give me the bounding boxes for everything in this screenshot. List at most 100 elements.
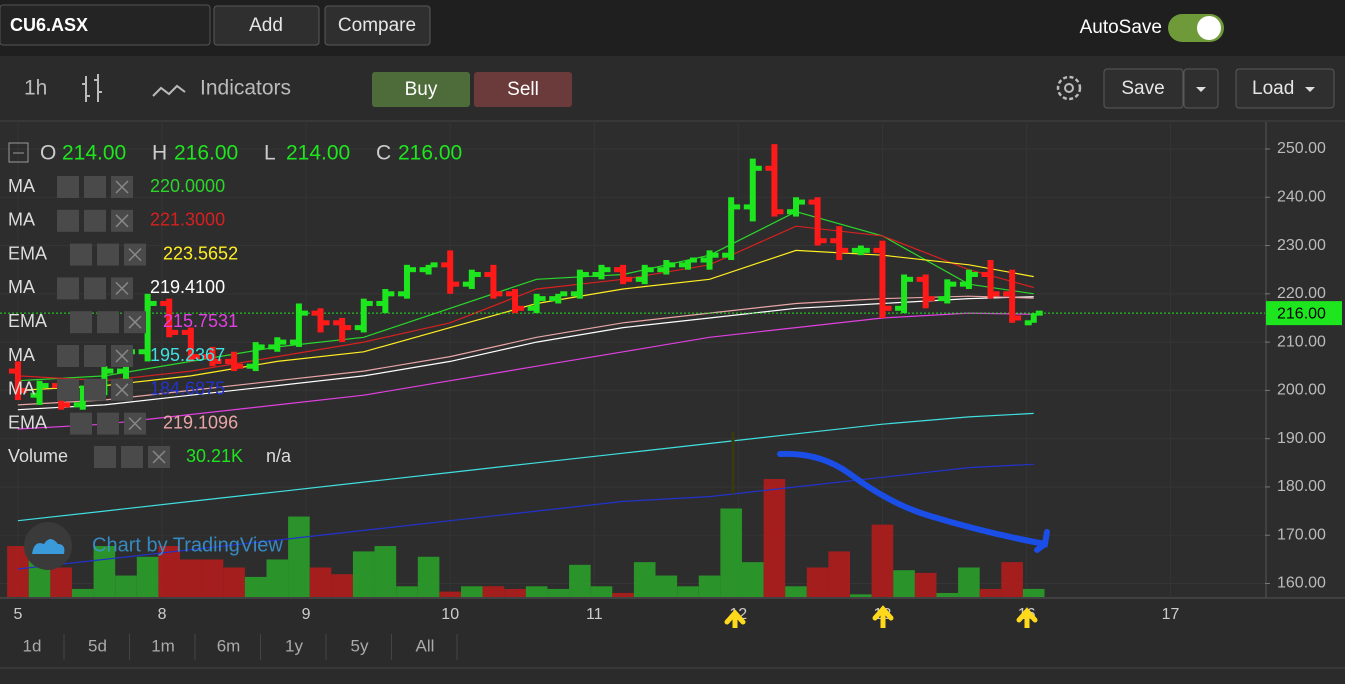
bar-open (30, 392, 38, 398)
volume-bar (612, 592, 634, 597)
volume-bar (720, 508, 742, 597)
ohlc-value: 216.00 (174, 142, 238, 165)
bar-open (117, 368, 125, 374)
legend-icon[interactable] (57, 277, 79, 300)
bar-close (603, 267, 611, 273)
symbol-input[interactable] (0, 4, 211, 46)
save-button[interactable] (1103, 68, 1184, 109)
compare-button[interactable] (324, 5, 431, 46)
volume-bar (763, 479, 786, 597)
bar-close (992, 291, 1000, 297)
legend-icon[interactable] (84, 277, 106, 300)
bar-open (289, 339, 297, 345)
bar-range (490, 264, 497, 299)
bar-close (322, 320, 330, 326)
bar-close (819, 238, 827, 244)
close-icon (128, 417, 142, 431)
bar-range (663, 260, 670, 275)
legend-icon[interactable] (84, 345, 106, 367)
bar-range (1009, 269, 1016, 323)
range-button[interactable]: All (416, 636, 435, 655)
bar-range (447, 250, 454, 294)
y-tick-label: 170.00 (1277, 526, 1326, 543)
legend-value: 219.1096 (163, 412, 238, 432)
volume-bar (936, 592, 959, 597)
interval[interactable]: 1h (24, 77, 47, 100)
settings-icon[interactable] (1056, 75, 1082, 101)
close-icon (128, 315, 142, 329)
bar-range (684, 260, 691, 270)
buy-label: Buy (405, 79, 438, 100)
bar-close (625, 276, 633, 282)
toggle-knob (1197, 16, 1221, 40)
range-button[interactable]: 1d (23, 636, 42, 655)
volume-bar (396, 586, 418, 597)
bar-close (408, 267, 416, 273)
legend-icon[interactable] (70, 412, 92, 435)
bar-range (1030, 313, 1037, 323)
y-tick-label: 240.00 (1277, 188, 1326, 205)
legend-icon[interactable] (121, 446, 143, 468)
range-button[interactable]: 5y (351, 636, 369, 655)
legend-icon[interactable] (57, 176, 79, 198)
bar-open (181, 329, 189, 335)
buy-button[interactable] (372, 72, 470, 107)
legend-icon[interactable] (57, 345, 79, 367)
close-icon (115, 180, 129, 194)
bar-close (668, 262, 676, 268)
bar-range (814, 197, 821, 246)
bar-type-icon[interactable] (82, 74, 102, 102)
legend-icon[interactable] (84, 209, 106, 232)
range-button[interactable]: 1m (151, 636, 175, 655)
legend-name: EMA (8, 412, 47, 432)
bar-open (1003, 291, 1011, 297)
legend-value: 220.0000 (150, 176, 225, 196)
indicators[interactable]: Indicators (200, 77, 291, 100)
legend-icon[interactable] (97, 243, 119, 266)
sell-button[interactable] (474, 72, 572, 107)
volume-bar (136, 556, 159, 597)
legend-icon[interactable] (97, 412, 119, 435)
bar-range (987, 260, 994, 299)
bar-close (430, 262, 438, 268)
bar-close (300, 310, 308, 316)
legend-name: EMA (8, 243, 47, 263)
legend-icon[interactable] (84, 378, 106, 401)
volume-bar (569, 564, 591, 597)
bar-open (225, 358, 233, 364)
y-tick-label: 210.00 (1277, 333, 1326, 350)
settings-icon-center (1064, 83, 1074, 93)
range-button[interactable]: 5d (88, 636, 107, 655)
bar-open (268, 344, 276, 350)
load-button[interactable] (1235, 68, 1335, 109)
legend-value: 30.21K (186, 446, 243, 466)
legend-icon[interactable] (84, 176, 106, 198)
range-button[interactable]: 1y (285, 636, 303, 655)
volume-bar (201, 559, 224, 597)
collapse-icon (8, 142, 29, 163)
indicators-icon (152, 84, 186, 97)
bar-range (728, 197, 735, 261)
last-price-tag (1266, 301, 1342, 326)
y-tick-label: 250.00 (1277, 140, 1326, 157)
bar-range (14, 361, 21, 401)
add-button[interactable] (213, 5, 320, 46)
range-button[interactable]: 6m (217, 636, 241, 655)
legend-icon[interactable] (97, 311, 119, 334)
legend-icon[interactable] (70, 243, 92, 266)
bar-close (862, 247, 870, 253)
volume-bar (244, 576, 267, 597)
bar-open (527, 305, 535, 311)
bar-range (857, 245, 864, 256)
legend-icon[interactable] (57, 378, 79, 401)
legend-value: 221.3000 (150, 210, 225, 230)
legend-icon[interactable] (57, 209, 79, 232)
close-icon (115, 214, 129, 228)
volume-bar (374, 546, 397, 597)
save-label: Save (1121, 78, 1164, 99)
legend-icon[interactable] (70, 311, 92, 334)
volume-bar (504, 588, 526, 597)
legend-icon[interactable] (94, 446, 116, 468)
bar-open (657, 267, 665, 273)
